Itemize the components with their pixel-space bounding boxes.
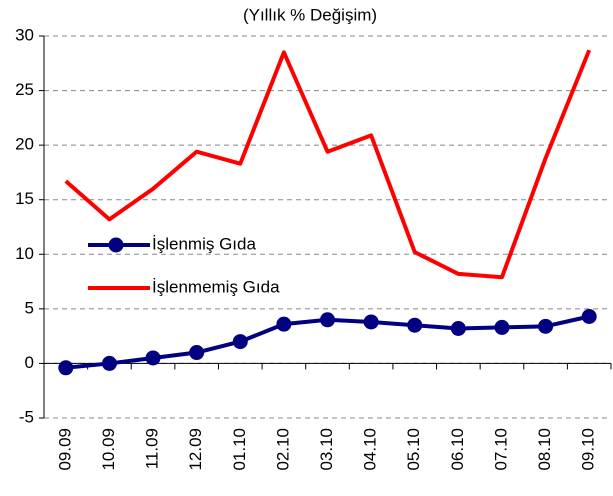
marker: [538, 318, 554, 334]
y-tick-label: 20: [15, 135, 34, 154]
marker: [363, 314, 379, 330]
marker: [276, 316, 292, 332]
x-tick-label: 10.09: [99, 428, 118, 471]
legend-marker: [108, 237, 124, 253]
legend-label: İşlenmiş Gıda: [152, 234, 256, 253]
series-line: [64, 49, 592, 280]
chart-subtitle: (Yıllık % Değişim): [243, 5, 377, 24]
x-tick-label: 07.10: [491, 428, 510, 471]
x-tick-label: 04.10: [361, 428, 380, 471]
y-tick-label: 5: [25, 298, 34, 317]
y-tick-label: 25: [15, 80, 34, 99]
x-tick-label: 06.10: [448, 428, 467, 471]
marker: [101, 355, 117, 371]
x-tick-label: 12.09: [186, 428, 205, 471]
x-tick-label: 09.10: [579, 428, 598, 471]
x-tick-label: 02.10: [273, 428, 292, 471]
y-tick-label: 30: [15, 25, 34, 44]
marker: [494, 319, 510, 335]
x-tick-label: 01.10: [230, 428, 249, 471]
y-tick-label: 10: [15, 244, 34, 263]
x-tick-label: 03.10: [317, 428, 336, 471]
marker: [407, 317, 423, 333]
x-tick-label: 11.09: [143, 428, 162, 469]
marker: [58, 360, 74, 376]
y-tick-label: -5: [19, 407, 34, 426]
marker: [450, 321, 466, 337]
x-tick-label: 08.10: [535, 428, 554, 471]
marker: [189, 345, 205, 361]
marker: [581, 308, 597, 324]
y-tick-label: 0: [25, 353, 34, 372]
marker: [145, 350, 161, 366]
x-tick-label: 05.10: [404, 428, 423, 471]
marker: [232, 334, 248, 350]
legend-label: İşlenmemiş Gıda: [152, 277, 280, 296]
x-tick-label: 09.09: [55, 428, 74, 471]
marker: [320, 312, 335, 328]
y-tick-label: 15: [15, 189, 34, 208]
